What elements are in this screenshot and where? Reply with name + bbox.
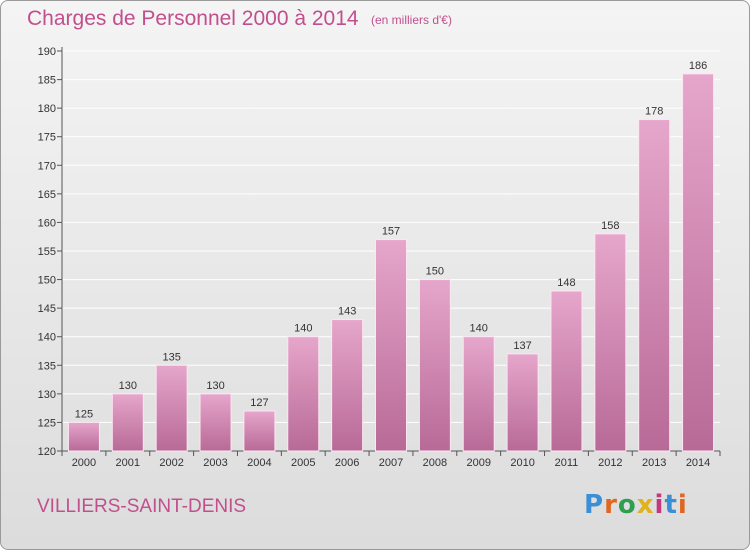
data-label-2009: 140 bbox=[470, 323, 488, 335]
x-tick-label-2003: 2003 bbox=[203, 457, 227, 469]
data-label-2013: 178 bbox=[645, 106, 663, 118]
bar-2004 bbox=[243, 410, 276, 452]
data-label-2008: 150 bbox=[426, 266, 444, 278]
bar-2000 bbox=[67, 421, 100, 452]
x-tick-label-2013: 2013 bbox=[642, 457, 666, 469]
x-tick-label-2011: 2011 bbox=[555, 457, 579, 469]
y-tick-label: 150 bbox=[38, 275, 56, 287]
chart-subtitle: (en milliers d'€) bbox=[371, 13, 452, 27]
x-tick-label-2007: 2007 bbox=[379, 457, 403, 469]
x-tick-labels: 2000 2001 2002 2003 2004 2005 2006 2007 2008 2009… bbox=[61, 451, 721, 469]
data-label-2005: 140 bbox=[294, 323, 312, 335]
x-tick-label-2009: 2009 bbox=[466, 457, 490, 469]
y-tick-label: 130 bbox=[38, 389, 56, 401]
y-tick-label: 140 bbox=[38, 332, 56, 344]
y-tick-label: 135 bbox=[38, 360, 56, 372]
data-label-2006: 143 bbox=[338, 306, 356, 318]
y-tick-label: 120 bbox=[38, 446, 56, 458]
x-tick-label-2005: 2005 bbox=[291, 457, 315, 469]
x-tick-label-2014: 2014 bbox=[686, 457, 710, 469]
data-label-2011: 148 bbox=[557, 277, 575, 289]
x-tick-label-2000: 2000 bbox=[72, 457, 96, 469]
bar-2007 bbox=[375, 239, 407, 452]
bar-2011 bbox=[550, 290, 583, 452]
y-tick-label: 155 bbox=[38, 246, 56, 258]
bar-2014 bbox=[682, 73, 715, 452]
bar-2002 bbox=[155, 364, 188, 452]
data-label-2004: 127 bbox=[250, 397, 268, 409]
x-tick-label-2006: 2006 bbox=[335, 457, 359, 469]
x-tick-label-2010: 2010 bbox=[510, 457, 534, 469]
bar-2003 bbox=[199, 393, 232, 452]
data-label-2001: 130 bbox=[119, 380, 137, 392]
data-label-2000: 125 bbox=[75, 408, 93, 420]
y-tick-labels: 120 125 130 135 140 145 150 155 160 165 170 175 180 1… bbox=[38, 46, 56, 458]
y-tick-label: 180 bbox=[38, 103, 56, 115]
data-label-2002: 135 bbox=[162, 351, 180, 363]
bar-2010 bbox=[506, 353, 539, 452]
proxiti-logo: Proxiti bbox=[584, 490, 688, 520]
y-tick-label: 190 bbox=[38, 46, 56, 58]
bar-2005 bbox=[287, 336, 320, 452]
data-label-2010: 137 bbox=[513, 340, 531, 352]
chart-title: Charges de Personnel 2000 à 2014 bbox=[27, 7, 359, 30]
y-tick-label: 165 bbox=[38, 189, 56, 201]
x-tick-label-2001: 2001 bbox=[116, 457, 140, 469]
x-tick-label-2008: 2008 bbox=[423, 457, 447, 469]
x-tick-label-2002: 2002 bbox=[159, 457, 183, 469]
y-tick-label: 160 bbox=[38, 217, 56, 229]
x-tick-label-2012: 2012 bbox=[598, 457, 622, 469]
bar-2013 bbox=[638, 119, 671, 452]
bar-2001 bbox=[111, 393, 144, 452]
y-tick-label: 175 bbox=[38, 132, 56, 144]
data-label-2014: 186 bbox=[689, 60, 707, 72]
data-labels: 125 130 135 130 127 140 143 157 150 140 137 148 158 1… bbox=[75, 60, 707, 421]
y-tick-label: 125 bbox=[38, 417, 56, 429]
data-label-2003: 130 bbox=[206, 380, 224, 392]
bar-2006 bbox=[331, 319, 364, 452]
bar-2009 bbox=[462, 336, 495, 452]
y-tick-label: 170 bbox=[38, 160, 56, 172]
bar-2008 bbox=[418, 279, 451, 452]
y-tick-label: 145 bbox=[38, 303, 56, 315]
bars bbox=[67, 73, 715, 452]
y-tick-label: 185 bbox=[38, 75, 56, 87]
commune-name: VILLIERS-SAINT-DENIS bbox=[37, 496, 247, 517]
bar-2012 bbox=[594, 233, 627, 452]
x-tick-label-2004: 2004 bbox=[247, 457, 271, 469]
data-label-2007: 157 bbox=[382, 226, 400, 238]
data-label-2012: 158 bbox=[601, 220, 619, 232]
